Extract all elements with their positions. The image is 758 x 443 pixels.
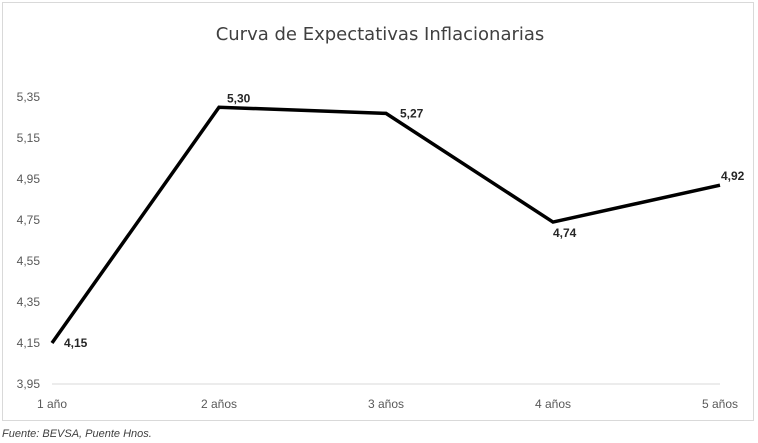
data-label: 4,15 — [64, 336, 88, 350]
series-line — [50, 105, 721, 345]
x-tick-label: 3 años — [368, 397, 404, 411]
series-group — [50, 105, 721, 345]
chart-frame — [2, 2, 754, 421]
x-tick-label: 2 años — [201, 397, 237, 411]
data-labels: 4,15 5,30 5,27 4,74 4,92 — [64, 91, 745, 350]
chart-title: Curva de Expectativas Inflacionarias — [216, 24, 545, 45]
y-tick-label: 4,75 — [17, 213, 41, 227]
y-axis: 3,95 4,15 4,35 4,55 4,75 4,95 5,15 5,35 — [17, 90, 41, 391]
y-tick-label: 4,15 — [17, 336, 41, 350]
x-axis: 1 año 2 años 3 años 4 años 5 años — [37, 383, 738, 411]
source-note: Fuente: BEVSA, Puente Hnos. — [2, 428, 152, 440]
data-label: 5,30 — [227, 91, 251, 105]
y-tick-label: 4,35 — [17, 295, 41, 309]
y-tick-label: 5,15 — [17, 131, 41, 145]
data-label: 4,92 — [721, 169, 745, 183]
x-tick-label: 5 años — [702, 397, 738, 411]
line-chart: Curva de Expectativas Inflacionarias 3,9… — [17, 24, 745, 411]
data-label: 5,27 — [400, 106, 424, 120]
x-tick-label: 1 año — [37, 397, 67, 411]
y-tick-label: 4,95 — [17, 172, 41, 186]
x-tick-label: 4 años — [535, 397, 571, 411]
data-label: 4,74 — [553, 226, 577, 240]
y-tick-label: 3,95 — [17, 377, 41, 391]
y-tick-label: 4,55 — [17, 254, 41, 268]
y-tick-label: 5,35 — [17, 90, 41, 104]
